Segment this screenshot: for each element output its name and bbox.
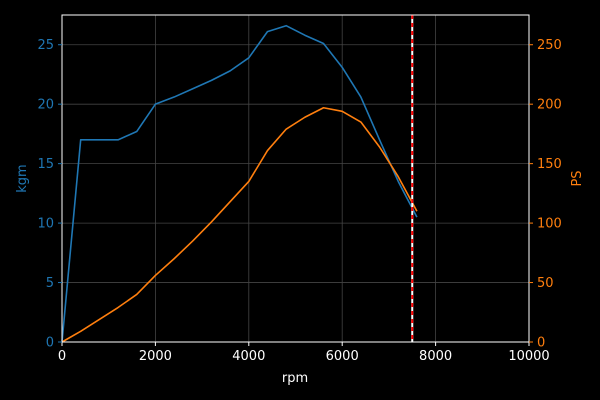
axes-layer (61, 14, 530, 343)
y-left-tick-label: 20 (37, 98, 54, 113)
y-right-tick-label: 50 (537, 276, 554, 291)
x-tick-label: 0 (58, 349, 66, 364)
x-tick-label: 2000 (139, 349, 172, 364)
y-right-tick-label: 0 (537, 336, 545, 351)
x-tick-label: 10000 (508, 349, 549, 364)
y-right-tick-label: 100 (537, 217, 562, 232)
y-axis-left-label: kgm (15, 164, 30, 192)
ticks-layer: 0 2000 4000 6000 8000 10000051015202505010015… (37, 38, 561, 364)
kgm-series-line (61, 24, 418, 343)
y-left-tick-label: 5 (46, 276, 54, 291)
y-left-tick-label: 0 (46, 336, 54, 351)
y-left-tick-label: 10 (37, 217, 54, 232)
x-tick-label: 8000 (419, 349, 452, 364)
y-left-tick-label: 25 (37, 38, 54, 53)
x-axis-label: rpm (282, 371, 308, 386)
lines-layer (61, 24, 418, 343)
x-tick-label: 4000 (232, 349, 265, 364)
plot-frame (61, 14, 530, 343)
y-right-tick-label: 250 (537, 38, 562, 53)
x-tick-label: 6000 (326, 349, 359, 364)
y-right-tick-label: 200 (537, 98, 562, 113)
y-axis-right-label: PS (570, 170, 585, 186)
y-left-tick-label: 15 (37, 157, 54, 172)
ps-series-line (61, 106, 418, 343)
y-right-tick-label: 150 (537, 157, 562, 172)
